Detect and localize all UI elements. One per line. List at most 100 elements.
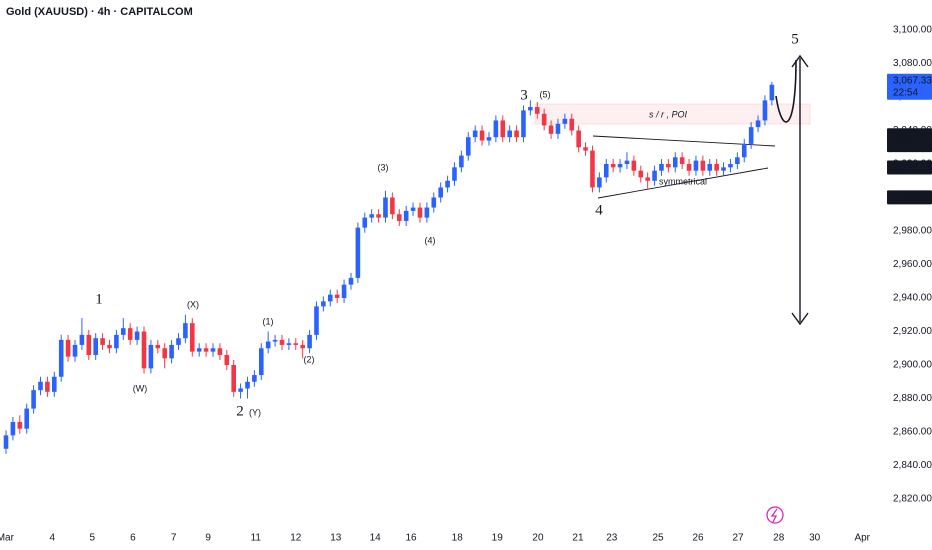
candle-body [521, 110, 526, 138]
candle-body [307, 334, 312, 349]
price-badge-label: 3,000.07 [893, 192, 932, 203]
candle-body [65, 339, 71, 357]
annotation: (4) [425, 235, 436, 245]
candle-body [590, 150, 595, 188]
candle-body [610, 163, 616, 168]
candle-body [348, 277, 354, 285]
candle-body [45, 381, 50, 392]
candle-body [3, 435, 9, 449]
candle-body [617, 163, 623, 168]
candle-body [672, 157, 678, 168]
candle-body [107, 344, 112, 349]
candle-body [10, 421, 16, 436]
candle-body [652, 170, 657, 181]
candle-body [486, 137, 492, 141]
annotation: 1 [95, 291, 103, 307]
x-tick-label: 26 [692, 533, 704, 544]
candle-body [500, 120, 506, 138]
candle-body [576, 130, 581, 148]
candle-body [120, 328, 126, 335]
annotation: 3 [520, 87, 528, 103]
x-tick-label: Apr [854, 533, 870, 544]
candle-body [741, 143, 747, 158]
candle-body [583, 147, 588, 151]
candle-body [169, 344, 174, 359]
candle-body [707, 163, 713, 171]
price-badge [887, 160, 932, 175]
candle-body [714, 163, 719, 171]
candle-body [231, 365, 236, 392]
candle-body [666, 163, 671, 168]
last-price-label: 3,067.33 [893, 75, 932, 86]
x-tick-label: 13 [330, 533, 342, 544]
candle-body [721, 167, 726, 171]
annotation: 4 [595, 202, 603, 218]
candle-body [403, 210, 409, 221]
y-tick-label: 2,900.00 [893, 360, 932, 371]
candle-body [272, 339, 278, 342]
candle-body [265, 341, 271, 349]
candle-body [183, 323, 188, 339]
candle-body [562, 118, 568, 124]
y-tick-label: 3,080.00 [893, 58, 932, 69]
candle-body [86, 334, 92, 355]
candle-body [127, 328, 133, 340]
candle-body [203, 348, 209, 352]
x-tick-label: 23 [606, 533, 618, 544]
candle-body [693, 160, 699, 171]
x-tick-label: 11 [251, 533, 262, 544]
candle-body [603, 163, 609, 178]
price-badge-label: 3,037.18 [893, 130, 932, 141]
candle-body [376, 214, 381, 218]
annotation: (X) [187, 299, 199, 309]
candle-body [534, 107, 540, 114]
candle-body [762, 100, 768, 121]
annotation: (5) [540, 89, 551, 99]
candle-body [569, 118, 575, 131]
annotation: (W) [133, 383, 148, 393]
candle-body [327, 294, 333, 302]
arrow-head-down [791, 312, 809, 326]
annotation: (1) [263, 316, 274, 326]
price-badge-label: 3,031.24 [893, 140, 932, 151]
candle-body [459, 155, 464, 168]
x-tick-label: 9 [205, 533, 211, 544]
candle-body [597, 177, 602, 188]
chart-title: Gold (XAUUSD) · 4h · CAPITALCOM [6, 6, 193, 18]
x-tick-label: 14 [370, 533, 382, 544]
candle-body [252, 375, 257, 382]
candle-body [334, 294, 340, 299]
candle-body [24, 408, 30, 429]
candle-body [465, 137, 471, 156]
candle-body [300, 344, 305, 349]
annotation: 5 [791, 31, 799, 47]
annotation: s / r , POI [649, 109, 688, 119]
alert-icon[interactable] [766, 506, 784, 524]
y-tick-label: 2,960.00 [893, 259, 932, 270]
alert-icon-bolt [770, 508, 778, 523]
arrow-head-up [791, 54, 809, 68]
last-price-badge [887, 73, 932, 100]
candle-body [100, 338, 105, 345]
candle-body [755, 120, 761, 128]
candle-body [514, 130, 519, 138]
x-tick-label: 12 [290, 533, 302, 544]
candle-body [445, 180, 450, 188]
candle-body [148, 344, 154, 369]
annotation: symmetrical [659, 176, 707, 186]
candle-body [728, 163, 733, 168]
candle-body [155, 344, 161, 349]
y-tick-label: 3,100.00 [893, 25, 932, 36]
candle-body [507, 130, 512, 138]
candle-body [679, 157, 685, 164]
candle-body [134, 331, 140, 340]
candle-body [410, 207, 416, 211]
annotation: (2) [304, 354, 315, 364]
candle-body [93, 338, 98, 355]
candle-body [645, 177, 650, 181]
candle-body [452, 167, 457, 181]
candle-body [555, 123, 561, 134]
x-tick-label: Mar [0, 533, 15, 544]
poi-zone [534, 103, 811, 125]
